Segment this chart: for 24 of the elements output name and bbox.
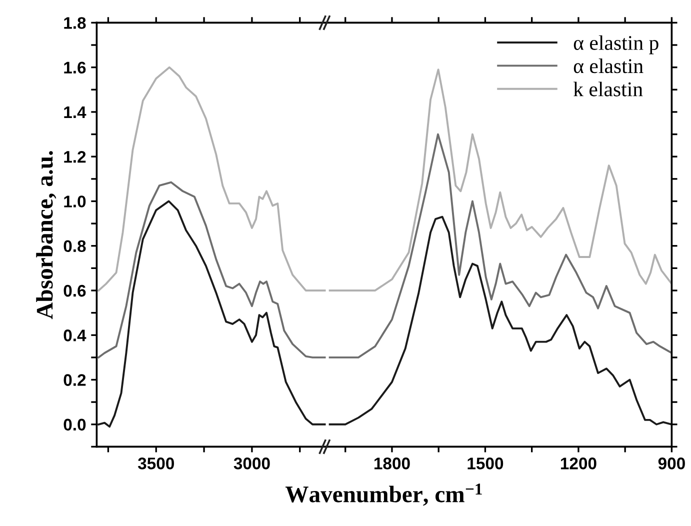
y-tick-label: 0.4 [64,330,86,342]
line-series [98,200,326,428]
x-tick-label: 900 [658,458,685,470]
y-tick-label: 0.8 [64,240,86,252]
y-tick-label: 0.2 [64,374,86,386]
y-axis-title: Absorbance, a.u. [36,151,56,320]
x-tick-label: 1200 [560,458,596,470]
legend-label: α elastin [574,58,644,74]
y-tick-label: 1.6 [64,62,86,74]
legend-label: k elastin [573,82,643,96]
line-series [98,66,326,292]
legend-label: α elastin p [574,35,658,54]
x-tick-label: 1800 [374,458,410,470]
x-tick-label: 1500 [468,458,504,470]
x-axis-title: Wavenumber, cm$^{−1}$ [285,484,482,506]
x-tick-label: 3500 [138,458,174,470]
x-tick-label: 3000 [234,458,270,470]
y-tick-label: 1.4 [64,106,86,118]
y-tick-label: 1.8 [64,17,86,29]
y-tick-label: 1.2 [64,150,86,163]
y-tick-label: 1.0 [64,196,86,208]
y-tick-label: 0.6 [64,284,86,297]
line-series [98,181,326,358]
y-tick-label: 0.0 [64,418,86,431]
